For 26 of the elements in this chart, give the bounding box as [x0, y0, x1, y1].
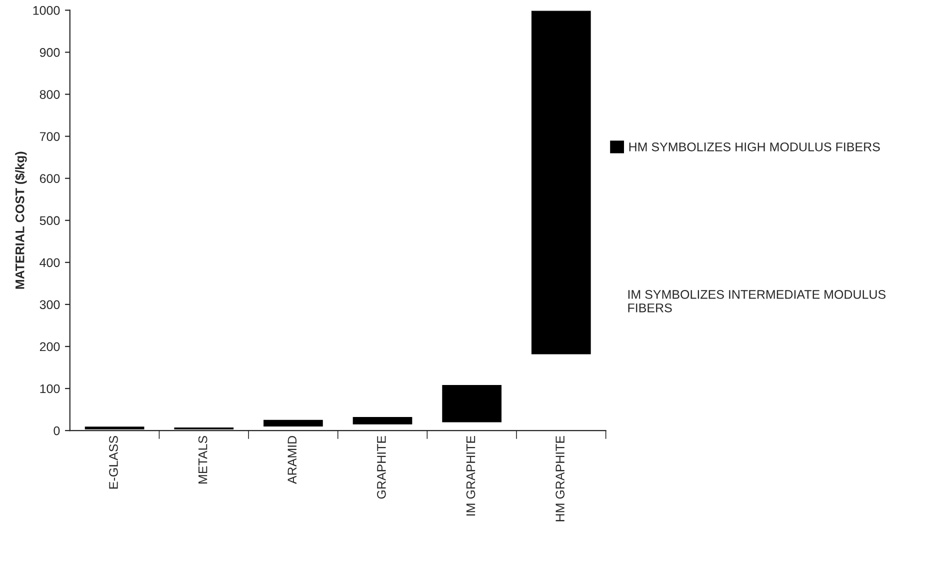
bar [83, 425, 146, 431]
y-axis-title: MATERIAL COST ($/kg) [14, 152, 27, 289]
y-tick-label: 800 [40, 90, 60, 99]
y-tick-label: 900 [40, 48, 60, 57]
y-tick-label: 1000 [33, 6, 60, 15]
x-tick-label: GRAPHITE [377, 436, 386, 499]
x-tick-label: ARAMID [288, 436, 296, 484]
y-tick-label: 0 [54, 426, 60, 436]
bar [262, 418, 324, 428]
y-tick-label: 700 [40, 132, 60, 141]
x-tick-label: HM GRAPHITE [556, 436, 564, 522]
x-tick-label: E-GLASS [109, 436, 118, 489]
y-tick-label: 300 [40, 300, 60, 310]
y-tick-label: 100 [40, 384, 60, 394]
x-tick-label: IM GRAPHITE [466, 436, 476, 516]
bar [440, 384, 503, 424]
bar [351, 416, 414, 426]
legend-label: HM SYMBOLIZES HIGH MODULUS FIBERS [629, 142, 880, 152]
y-tick-label: 500 [40, 216, 60, 226]
bar [172, 426, 235, 431]
bar [530, 10, 592, 356]
y-tick-label: 200 [40, 342, 60, 352]
y-tick-label: 400 [40, 258, 60, 268]
x-tick-label: METALS [198, 436, 208, 484]
text: IM SYMBOLIZES INTERMEDIATE MODULUS FIBERS [628, 290, 886, 312]
y-tick-label: 600 [40, 174, 60, 184]
